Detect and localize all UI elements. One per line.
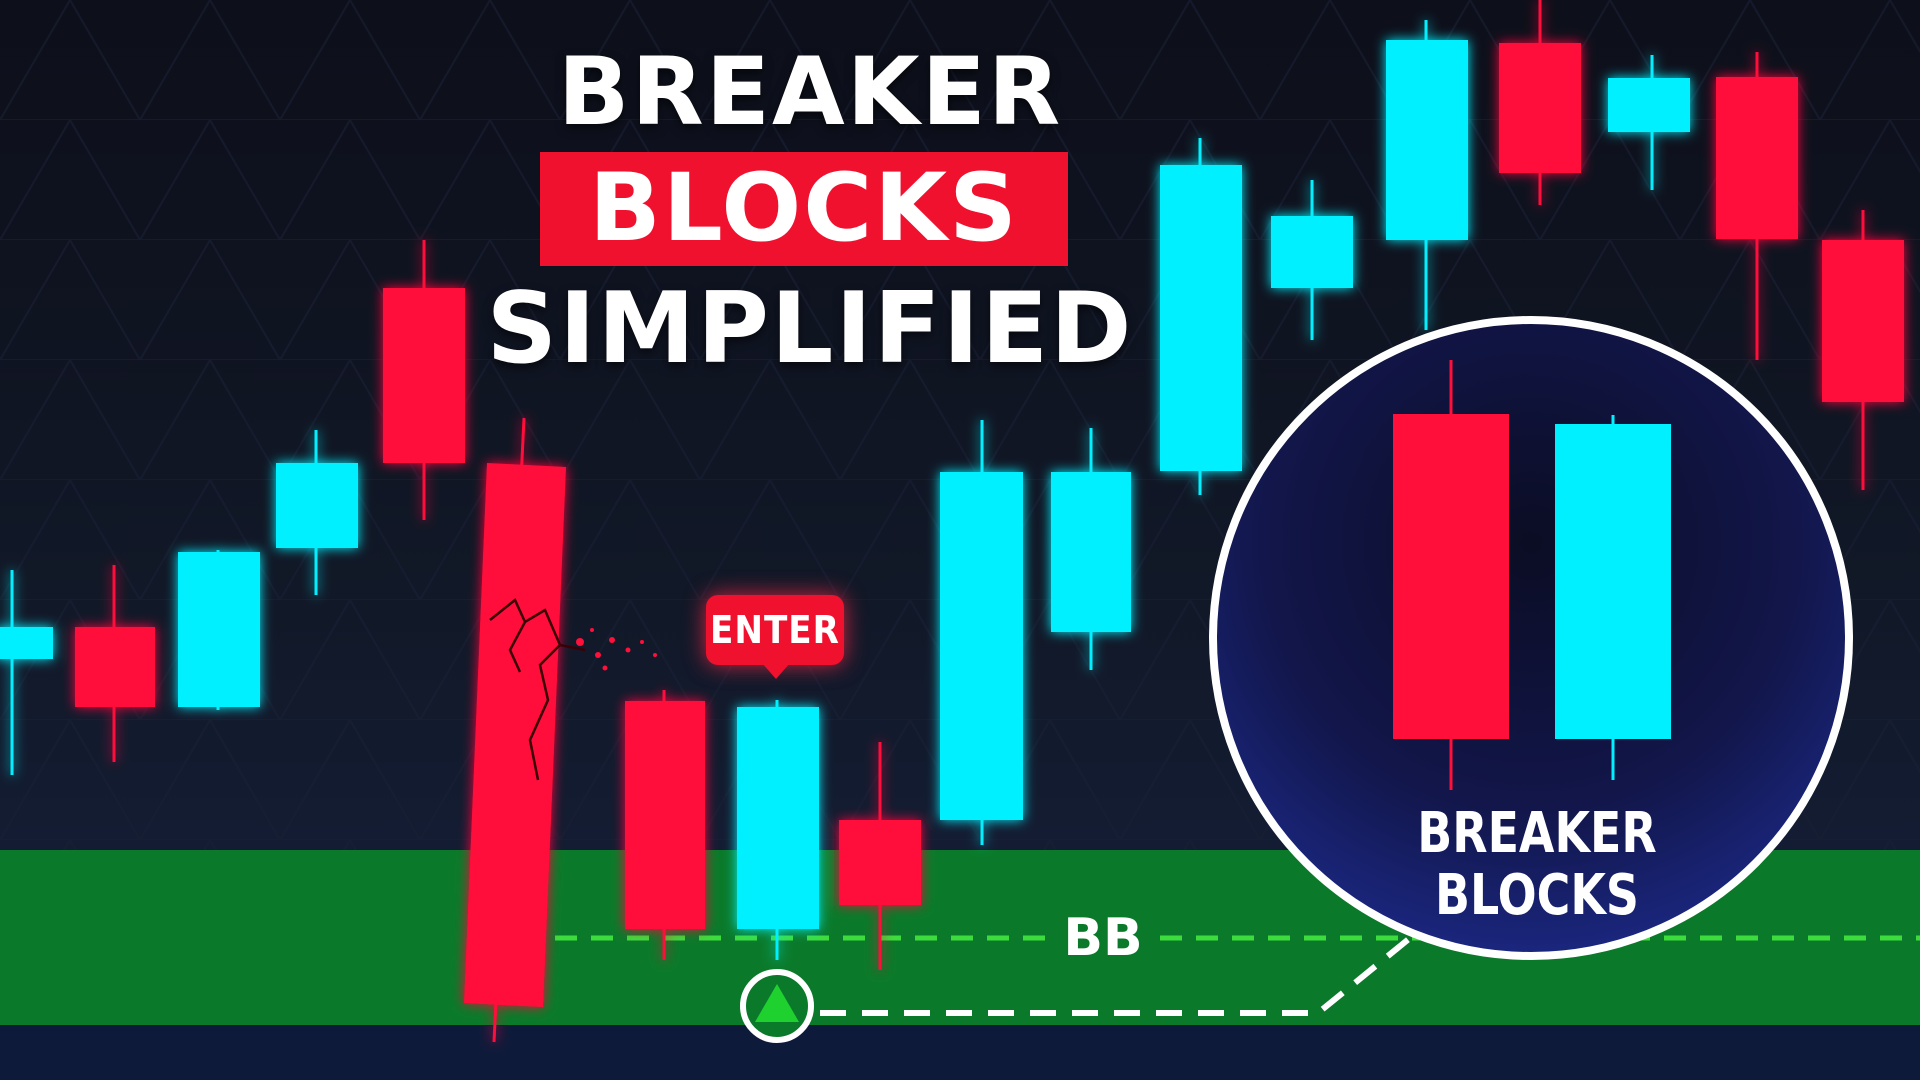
candle [1822,210,1904,490]
breaker-candle [464,417,566,1043]
crack-icon [489,598,586,781]
bb-zone-label: BB [1063,908,1143,968]
debris [576,628,657,671]
candle [1499,0,1581,205]
candle [0,570,53,775]
title-line-2: BLOCKS [589,154,1019,263]
zoom-label-line-2: BLOCKS [1434,863,1640,928]
title-line-3: SIMPLIFIED [486,272,1134,386]
title-line-1: BREAKER [557,38,1063,147]
entry-candle [737,700,819,960]
zoom-circle [1209,316,1853,960]
entry-marker [740,969,814,1043]
candle [1051,428,1131,670]
candle [940,420,1023,845]
candle [1271,180,1353,340]
candle [839,742,921,970]
enter-label: ENTER [706,595,844,665]
enter-label-pointer [762,663,790,679]
candle [178,550,260,710]
zoom-bearish-candle [1393,360,1509,790]
candle [383,240,465,520]
candle [1716,52,1798,360]
bottom-strip [0,1025,1920,1080]
candle [1608,55,1690,190]
candle [75,565,155,762]
candle [1160,138,1242,495]
zoom-label-line-1: BREAKER [1417,801,1657,866]
title-highlight-box: BLOCKS [540,152,1068,266]
candle [276,430,358,595]
up-triangle-entry-icon [755,984,799,1022]
candles [0,0,1904,1043]
candle [625,690,705,960]
zoom-bullish-candle [1555,415,1671,780]
candle [1386,20,1468,330]
